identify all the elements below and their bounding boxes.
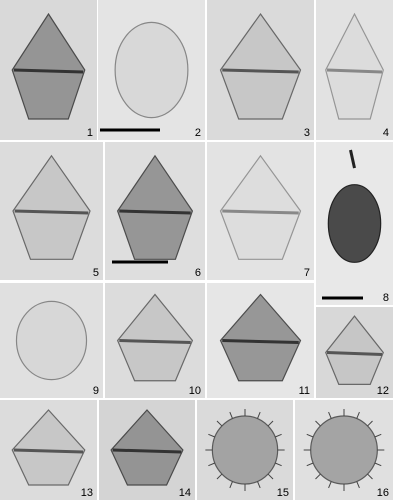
panel: 13 [0, 400, 97, 500]
specimen-spine [267, 473, 274, 480]
specimen-spine [374, 433, 382, 438]
panel-number: 12 [377, 385, 389, 397]
specimen-spine [367, 473, 373, 480]
panel-number: 4 [383, 127, 389, 139]
specimen-cingulum [222, 68, 299, 74]
specimen-spine [267, 420, 274, 427]
panel: 6 [105, 142, 205, 280]
panel: 4 [316, 0, 393, 140]
panel: 2 [98, 0, 205, 140]
panel: 5 [0, 142, 103, 280]
specimen-spine [216, 473, 223, 480]
specimen-spine [274, 433, 282, 438]
panel: 10 [105, 283, 205, 398]
panel-number: 2 [195, 127, 201, 139]
specimen [15, 300, 88, 381]
specimen-cingulum [222, 339, 299, 344]
specimen [310, 415, 378, 485]
specimen-spine [328, 411, 332, 419]
specimen-spine [229, 411, 233, 419]
panel: 9 [0, 283, 103, 398]
specimen [325, 12, 384, 120]
specimen-spine [216, 420, 223, 427]
panel: 7 [207, 142, 314, 280]
specimen [110, 409, 184, 486]
specimen-cingulum [326, 351, 383, 356]
specimen-spine [306, 433, 314, 438]
specimen [11, 409, 86, 486]
specimen-spine [229, 481, 233, 489]
specimen-horn [349, 149, 356, 169]
specimen [327, 184, 382, 263]
specimen-spine [374, 462, 382, 467]
panel: 8 [316, 142, 393, 305]
panel-number: 6 [195, 267, 201, 279]
panel-number: 7 [304, 267, 310, 279]
panel-number: 10 [189, 385, 201, 397]
panel: 15 [197, 400, 293, 500]
panel-number: 9 [93, 385, 99, 397]
specimen-cingulum [119, 339, 191, 344]
specimen-spine [208, 462, 216, 467]
panel-number: 11 [299, 385, 310, 397]
panel-number: 14 [179, 487, 191, 499]
panel: 14 [99, 400, 195, 500]
specimen-spine [356, 481, 360, 489]
specimen [219, 12, 302, 120]
specimen [219, 293, 302, 382]
specimen [114, 21, 189, 119]
specimen-spine [367, 420, 373, 427]
specimen-cingulum [13, 448, 84, 454]
specimen-spine [257, 481, 261, 489]
specimen-spine [356, 411, 360, 419]
specimen-spine [328, 481, 332, 489]
specimen-cingulum [119, 209, 191, 215]
panel-number: 15 [277, 487, 289, 499]
panel-number: 8 [383, 292, 389, 304]
specimen [116, 293, 194, 382]
panel-number: 1 [87, 127, 93, 139]
panel-number: 3 [304, 127, 310, 139]
specimen-cingulum [222, 209, 299, 215]
panel: 12 [316, 307, 393, 398]
specimen [325, 315, 384, 385]
specimen-cingulum [112, 448, 182, 454]
panel-number: 13 [81, 487, 93, 499]
specimen-spine [274, 462, 282, 467]
specimen-cingulum [13, 68, 84, 74]
specimen-spine [208, 433, 216, 438]
specimen-spine [257, 411, 261, 419]
specimen [12, 154, 91, 260]
specimen [116, 154, 194, 260]
specimen-cingulum [326, 68, 383, 74]
specimen [211, 415, 279, 485]
specimen [11, 12, 86, 120]
specimen-cingulum [14, 209, 89, 215]
panel-number: 16 [377, 487, 389, 499]
panel: 1 [0, 0, 97, 140]
specimen-spine [315, 473, 321, 480]
panel: 11 [207, 283, 314, 398]
panel-number: 5 [93, 267, 99, 279]
specimen [219, 154, 302, 260]
specimen-spine [315, 420, 321, 427]
panel: 16 [295, 400, 393, 500]
specimen-spine [306, 462, 314, 467]
panel: 3 [207, 0, 314, 140]
